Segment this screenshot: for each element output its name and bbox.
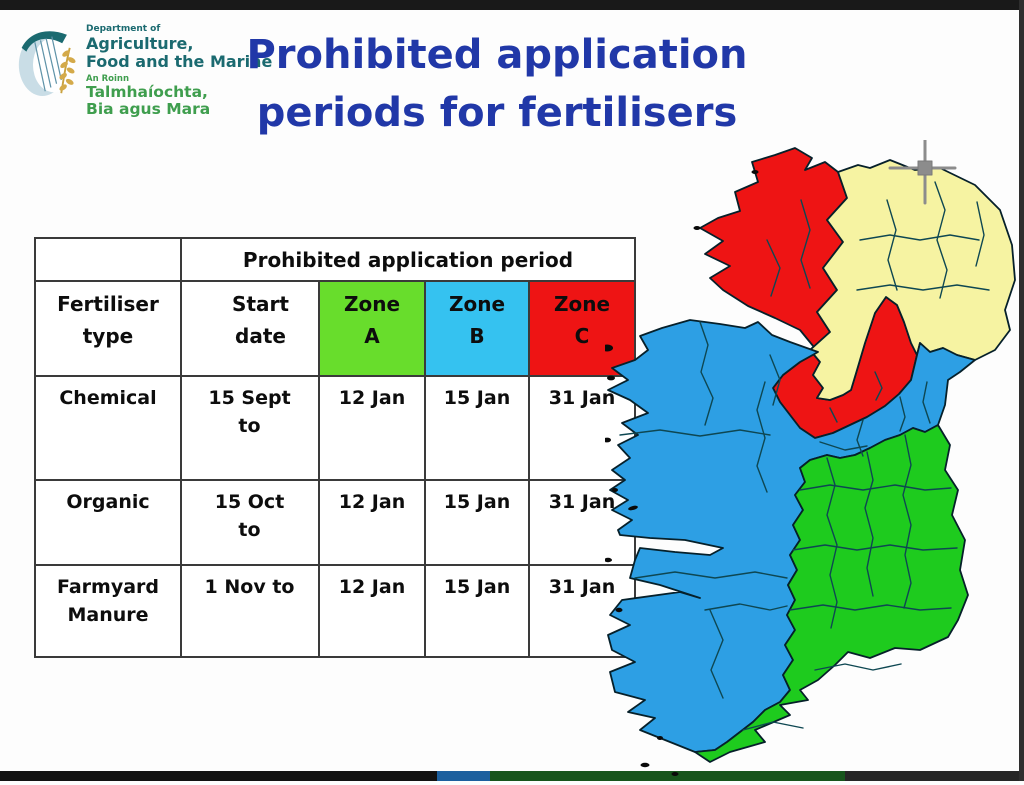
header-line: B	[469, 324, 485, 348]
frame-bottom-segment	[490, 771, 845, 781]
cell-line: Chemical	[59, 387, 157, 409]
frame-bottom-segment	[0, 771, 437, 781]
cell-zone-a-date: 12 Jan	[318, 564, 426, 658]
page-title: Prohibited application periods for ferti…	[232, 26, 762, 142]
table-row: Prohibited application period	[34, 237, 636, 282]
table-row-organic: Organic 15 Oct to 12 Jan 15 Jan 31 Jan	[34, 479, 636, 566]
column-header-zone-c: Zone C	[528, 280, 636, 377]
cell-zone-c-date: 31 Jan	[528, 564, 636, 658]
cell-line: to	[238, 518, 261, 541]
cell-fertiliser-type: Farmyard Manure	[34, 564, 182, 658]
cell-line: to	[238, 414, 261, 437]
table-row-chemical: Chemical 15 Sept to 12 Jan 15 Jan 31 Jan	[34, 375, 636, 481]
header-line: date	[235, 324, 286, 348]
frame-right-strip	[1019, 0, 1024, 781]
cell-line: Manure	[67, 603, 149, 626]
page-title-line2: periods for fertilisers	[256, 90, 738, 136]
header-line: Zone	[448, 292, 506, 316]
frame-bottom-segment	[845, 771, 1024, 781]
cell-line: Farmyard	[56, 576, 160, 598]
department-logo: Department of Agriculture, Food and the …	[16, 22, 276, 126]
header-line: C	[574, 324, 590, 348]
cell-line: 15 Sept	[208, 387, 291, 409]
island-specks	[601, 170, 759, 776]
column-header-zone-a: Zone A	[318, 280, 426, 377]
column-header-fertiliser-type: Fertiliser type	[34, 280, 182, 377]
cell-line: Organic	[66, 491, 150, 513]
header-line: Zone	[343, 292, 401, 316]
header-line: Zone	[553, 292, 611, 316]
logo-department-of: Department of	[86, 24, 161, 34]
header-line: Start	[232, 292, 289, 316]
cell-fertiliser-type: Chemical	[34, 375, 182, 481]
column-header-start-date: Start date	[180, 280, 320, 377]
frame-top-strip	[0, 0, 1024, 10]
span-header-cell: Prohibited application period	[180, 237, 636, 282]
empty-corner-cell	[34, 237, 182, 282]
logo-an-roinn: An Roinn	[86, 74, 129, 84]
header-line: Fertiliser	[57, 292, 159, 316]
logo-irish-line2: Bia agus Mara	[86, 100, 211, 118]
cell-zone-b-date: 15 Jan	[424, 479, 530, 566]
crosshair-cursor[interactable]	[888, 138, 957, 205]
cell-fertiliser-type: Organic	[34, 479, 182, 566]
cell-zone-a-date: 12 Jan	[318, 375, 426, 481]
cell-start-date: 1 Nov to	[180, 564, 320, 658]
cell-zone-b-date: 15 Jan	[424, 375, 530, 481]
cell-zone-a-date: 12 Jan	[318, 479, 426, 566]
logo-name-line1: Agriculture,	[86, 34, 194, 53]
logo-irish-line1: Talmhaíochta,	[86, 83, 208, 101]
logo-name-line2: Food and the Marine	[86, 52, 273, 71]
column-header-zone-b: Zone B	[424, 280, 530, 377]
frame-bottom-segment	[437, 771, 490, 781]
header-line: type	[82, 324, 134, 348]
county-borders	[619, 181, 990, 731]
harp-wheat-icon	[18, 31, 76, 96]
cell-start-date: 15 Oct to	[180, 479, 320, 566]
map-region-northern-ireland	[809, 159, 1016, 401]
map-region-zone-a	[694, 424, 969, 763]
cell-line: 15 Oct	[214, 491, 285, 513]
cell-line: 1 Nov to	[204, 576, 295, 598]
frame-bottom-strip	[0, 771, 1024, 781]
prohibited-periods-table: Prohibited application period Fertiliser…	[34, 237, 636, 658]
table-header-row: Fertiliser type Start date Zone A Zone B…	[34, 280, 636, 377]
page-title-line1: Prohibited application	[246, 32, 748, 78]
cell-start-date: 15 Sept to	[180, 375, 320, 481]
ireland-zones-map	[601, 138, 1024, 781]
table-row-farmyard-manure: Farmyard Manure 1 Nov to 12 Jan 15 Jan 3…	[34, 564, 636, 658]
cell-zone-b-date: 15 Jan	[424, 564, 530, 658]
header-line: A	[364, 324, 380, 348]
